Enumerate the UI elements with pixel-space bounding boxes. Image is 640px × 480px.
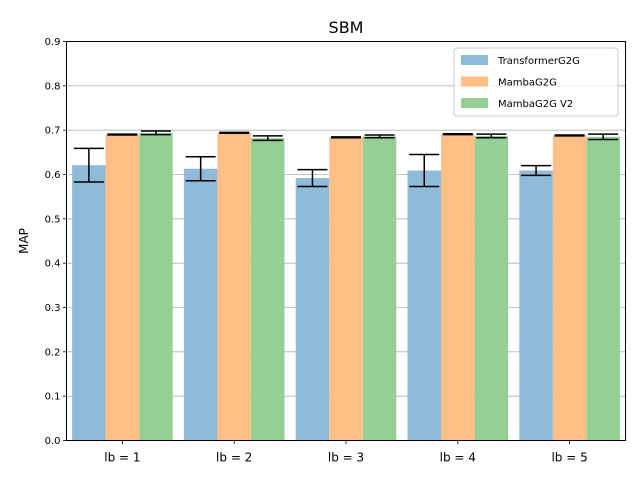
legend-swatch [461, 55, 488, 65]
y-tick-label: 0.2 [45, 347, 61, 358]
bar [105, 134, 140, 441]
x-tick-label: lb = 3 [328, 451, 364, 465]
y-axis: 0.0 0.1 0.2 0.3 0.4 0.5 0.6 0.7 0.8 0.9 [45, 37, 67, 447]
y-tick-label: 0.3 [45, 303, 61, 314]
y-tick-label: 0.7 [45, 126, 61, 137]
bar [250, 138, 285, 441]
x-tick-label: lb = 1 [104, 451, 140, 465]
bar [441, 134, 475, 441]
y-tick-label: 0.4 [45, 259, 61, 270]
bar [362, 136, 397, 441]
y-tick-label: 0.1 [45, 392, 61, 403]
y-tick-label: 0.5 [45, 214, 61, 225]
legend-box [453, 47, 619, 117]
legend-label: TransformerG2G [497, 56, 580, 67]
x-tick-label: lb = 5 [551, 451, 587, 465]
x-axis: lb = 1 lb = 2 lb = 3 lb = 4 lb = 5 [104, 440, 588, 465]
legend-label: MambaG2G V2 [498, 99, 573, 110]
y-tick-label: 0.0 [45, 436, 61, 447]
legend-swatch [461, 98, 488, 108]
bar [586, 136, 620, 441]
bar [474, 135, 509, 441]
bars-layer [72, 132, 620, 441]
y-tick-label: 0.8 [45, 81, 61, 92]
y-tick-label: 0.6 [45, 170, 61, 181]
bar [519, 170, 553, 441]
bar [329, 137, 363, 441]
bar [139, 132, 173, 441]
bar [72, 165, 106, 441]
errors-layer [73, 130, 619, 188]
bar [217, 132, 251, 441]
bar [552, 135, 587, 441]
chart-title: SBM [329, 18, 364, 37]
x-tick-label: lb = 2 [216, 451, 252, 465]
legend-swatch [461, 76, 488, 87]
legend: TransformerG2G MambaG2G MambaG2G V2 [453, 47, 619, 117]
bar [183, 168, 218, 441]
bar [295, 178, 330, 441]
x-tick-label: lb = 4 [440, 451, 476, 465]
y-axis-title: MAP [17, 228, 31, 254]
bar [407, 170, 442, 441]
y-tick-label: 0.9 [45, 37, 61, 48]
legend-label: MambaG2G [498, 78, 557, 89]
